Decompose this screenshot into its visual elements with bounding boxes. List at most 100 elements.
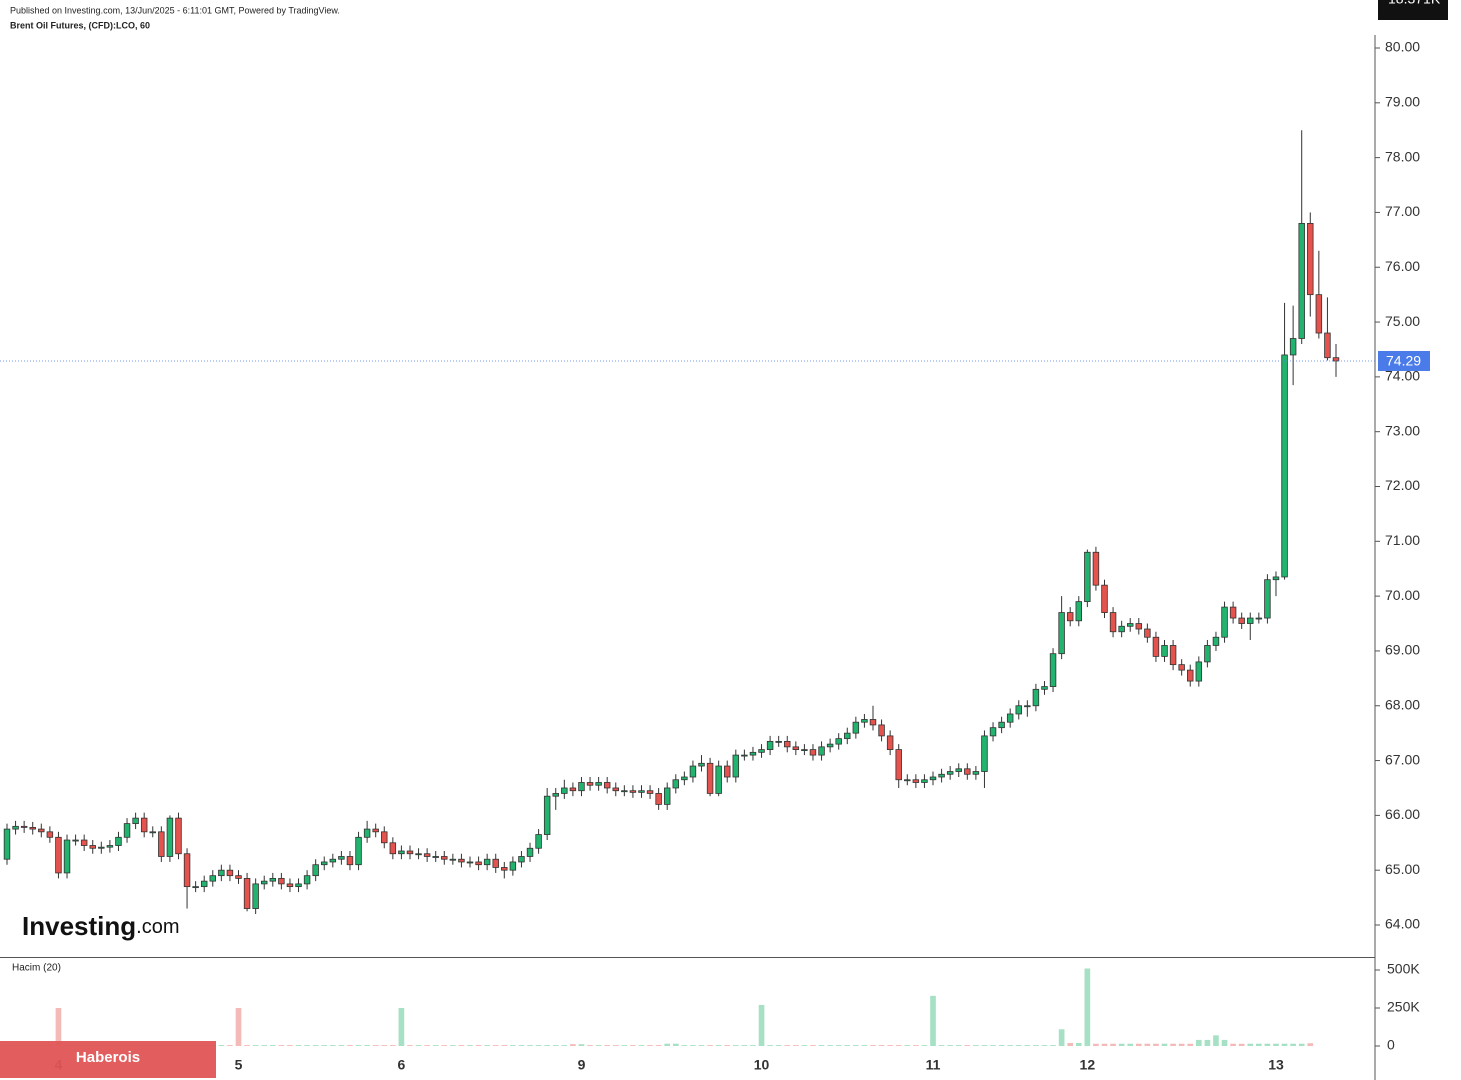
last-price-label: 74.29: [1386, 353, 1421, 369]
candle-body: [998, 721, 1005, 729]
x-tick-label: 9: [578, 1057, 586, 1073]
volume-bar: [724, 1045, 731, 1046]
candle-body: [226, 869, 234, 877]
volume-bar: [1153, 1043, 1159, 1046]
volume-bar: [544, 1045, 551, 1046]
candle-body: [338, 856, 345, 860]
candle-body: [861, 719, 868, 723]
candle-body: [235, 875, 242, 879]
volume-bar: [501, 1045, 508, 1046]
volume-bar: [1110, 1043, 1116, 1046]
candle-body: [1255, 617, 1263, 620]
volume-bar: [244, 1045, 250, 1046]
candle-body: [200, 880, 208, 888]
candle-body: [1075, 601, 1083, 622]
candle-body: [818, 746, 825, 756]
volume-bar: [1298, 1043, 1305, 1046]
candle-body: [1315, 294, 1323, 334]
volume-bar: [407, 1045, 413, 1046]
candle-body: [432, 856, 439, 858]
volume-bar: [818, 1045, 825, 1046]
volume-bar: [458, 1045, 465, 1046]
candle-body: [989, 727, 997, 737]
volume-bar: [921, 1045, 928, 1046]
volume-bar: [1281, 1043, 1288, 1046]
candle-body: [724, 765, 731, 778]
candle-body: [586, 782, 594, 786]
volume-bar: [570, 1044, 576, 1046]
candle-body: [638, 790, 645, 793]
candle-body: [946, 771, 954, 775]
volume-bar: [964, 1045, 971, 1046]
volume-bar: [767, 1045, 773, 1046]
candle-body: [278, 878, 285, 885]
volume-bar: [587, 1045, 593, 1046]
candle-body: [321, 861, 328, 866]
candle-body: [166, 817, 174, 857]
volume-bar: [1307, 1043, 1314, 1046]
candle-body: [852, 721, 860, 734]
candle-body: [1204, 645, 1211, 663]
volume-bar: [655, 1045, 662, 1046]
candle-body: [655, 793, 662, 805]
volume-bar: [398, 1008, 405, 1046]
candle-body: [1024, 705, 1031, 708]
volume-bar: [801, 1045, 808, 1046]
badge-box: [0, 1041, 216, 1078]
candle-body: [552, 793, 559, 797]
x-tick-label: 6: [398, 1057, 406, 1073]
logo-main: Investing: [22, 911, 136, 941]
volume-bars: [4, 968, 1314, 1046]
candle-body: [1135, 623, 1143, 630]
volume-bar: [887, 1045, 893, 1046]
volume-bar: [432, 1045, 439, 1046]
volume-bar: [475, 1045, 482, 1046]
volume-bar: [715, 1045, 722, 1046]
volume-bar: [552, 1045, 559, 1046]
candle-body: [612, 787, 619, 792]
candle-body: [12, 825, 19, 830]
instrument-title: Brent Oil Futures, (CFD):LCO, 60: [10, 20, 150, 30]
volume-bar: [904, 1045, 911, 1046]
candle-body: [1144, 628, 1151, 638]
volume-bar: [329, 1045, 336, 1046]
candle-body: [1006, 713, 1014, 723]
volume-title: Hacim (20): [12, 963, 61, 974]
candle-body: [672, 779, 680, 789]
candle-body: [269, 878, 277, 882]
candle-body: [1298, 222, 1305, 339]
candle-body: [1324, 332, 1331, 359]
candle-body: [209, 875, 217, 882]
candle-body: [869, 719, 877, 726]
x-tick-label: 12: [1080, 1057, 1096, 1073]
candle-body: [183, 853, 191, 888]
candle-body: [844, 732, 851, 740]
candle-body: [1161, 645, 1168, 657]
y-tick-label: 67.00: [1385, 751, 1420, 767]
volume-bar: [484, 1045, 490, 1046]
volume-bar: [347, 1045, 353, 1046]
volume-bar: [604, 1045, 611, 1046]
volume-bar: [450, 1045, 456, 1046]
candle-body: [681, 776, 688, 781]
volume-bar: [741, 1045, 748, 1046]
candle-body: [1109, 612, 1117, 633]
candle-body: [629, 790, 637, 793]
candle-body: [1281, 354, 1288, 578]
x-tick-label: 13: [1268, 1057, 1284, 1073]
candle-body: [252, 883, 259, 909]
candle-body: [329, 858, 337, 863]
volume-bar: [638, 1045, 645, 1046]
candle-body: [218, 869, 225, 877]
candle-body: [1187, 669, 1194, 682]
volume-bar: [690, 1045, 696, 1046]
y-tick-label: 76.00: [1385, 258, 1420, 274]
volume-bar: [784, 1045, 791, 1046]
volume-bar: [1144, 1043, 1151, 1046]
volume-bar: [938, 1045, 945, 1046]
volume-bar: [990, 1045, 996, 1046]
volume-bar: [518, 1045, 525, 1046]
volume-bar: [947, 1045, 953, 1046]
volume-bar: [973, 1045, 979, 1046]
